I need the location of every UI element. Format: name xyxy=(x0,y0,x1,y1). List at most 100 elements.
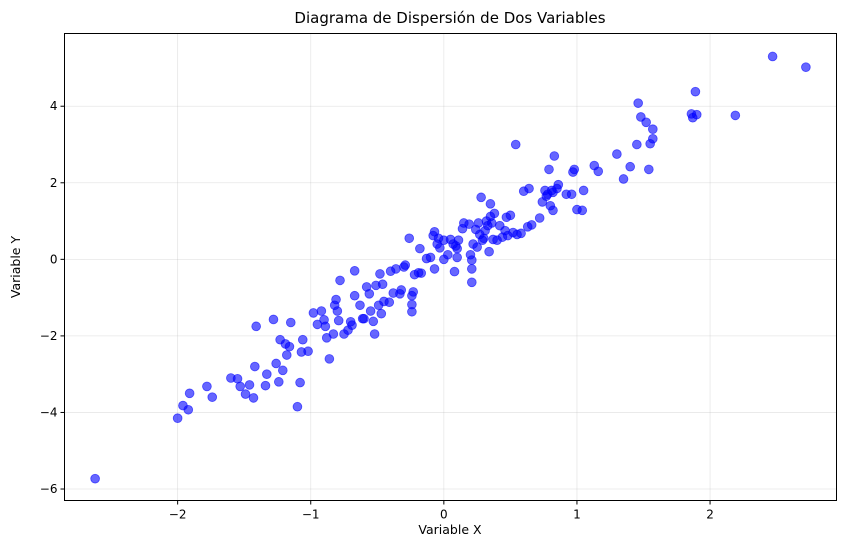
scatter-point xyxy=(308,308,319,318)
scatter-point xyxy=(577,205,588,216)
scatter-point xyxy=(273,377,284,387)
scatter-point xyxy=(612,149,622,159)
scatter-point xyxy=(328,329,339,339)
scatter-point xyxy=(324,354,335,364)
scatter-point xyxy=(284,341,295,352)
scatter-point xyxy=(416,268,427,278)
scatter-point xyxy=(332,306,343,316)
scatter-point xyxy=(349,266,360,276)
scatter-point xyxy=(633,98,643,108)
scatter-point xyxy=(376,308,387,319)
y-axis-ticks: −6 −4 −2 0 2 4 xyxy=(40,99,65,496)
scatter-point xyxy=(359,313,369,324)
scatter-point xyxy=(691,109,702,120)
scatter-point xyxy=(443,249,453,260)
scatter-point xyxy=(625,161,635,172)
scatter-point xyxy=(593,166,604,177)
scatter-point xyxy=(295,377,305,388)
scatter-point xyxy=(429,264,440,274)
scatter-point xyxy=(335,275,345,286)
scatter-point xyxy=(641,117,651,128)
scatter-point xyxy=(172,413,183,424)
scatter-point xyxy=(407,299,417,310)
scatter-point xyxy=(578,185,589,196)
scatter-point xyxy=(244,380,255,390)
scatter-point xyxy=(400,260,411,270)
scatter-point xyxy=(549,151,560,161)
x-tick-label: 0 xyxy=(440,508,448,522)
scatter-point xyxy=(453,235,464,246)
scatter-point xyxy=(466,277,477,288)
scatter-point xyxy=(303,346,313,357)
scatter-point xyxy=(449,266,460,277)
scatter-point xyxy=(262,369,272,379)
points-layer xyxy=(90,51,811,484)
scatter-point xyxy=(544,164,554,175)
scatter-point xyxy=(526,220,537,230)
scatter-point xyxy=(767,51,778,62)
scatter-point xyxy=(801,62,811,72)
y-tick-label: −4 xyxy=(40,405,58,419)
scatter-point xyxy=(516,228,526,239)
scatter-point xyxy=(730,110,741,121)
scatter-point xyxy=(435,243,445,253)
scatter-point xyxy=(404,233,415,244)
scatter-point xyxy=(331,294,341,305)
scatter-point xyxy=(648,124,658,134)
scatter-point xyxy=(524,183,534,194)
scatter-point xyxy=(355,300,365,311)
x-axis-ticks: −2 −1 0 1 2 xyxy=(169,500,714,522)
scatter-point xyxy=(271,358,281,369)
scatter-point xyxy=(292,401,303,412)
scatter-point xyxy=(184,388,195,399)
y-axis-label: Variable Y xyxy=(8,236,23,299)
scatter-point xyxy=(375,269,385,279)
scatter-point xyxy=(285,317,296,328)
scatter-point xyxy=(553,179,564,190)
scatter-point xyxy=(240,389,251,399)
y-tick-label: −2 xyxy=(40,329,58,343)
plot-frame xyxy=(64,33,837,501)
scatter-point xyxy=(277,365,288,376)
scatter-point xyxy=(202,381,212,392)
y-tick-label: 2 xyxy=(50,176,58,190)
scatter-point xyxy=(484,246,494,257)
scatter-point xyxy=(207,392,218,402)
scatter-point xyxy=(569,164,580,175)
scatter-point xyxy=(464,219,474,229)
scatter-point xyxy=(333,315,344,326)
scatter-point xyxy=(452,252,462,263)
scatter-point xyxy=(260,380,271,391)
scatter-point xyxy=(377,279,388,290)
scatter-point xyxy=(466,255,477,265)
scatter-point xyxy=(384,297,395,308)
scatter-point xyxy=(364,288,375,299)
scatter-point xyxy=(644,164,654,175)
scatter-point xyxy=(466,264,477,274)
y-tick-label: 0 xyxy=(50,252,58,266)
scatter-point xyxy=(250,361,260,372)
scatter-point xyxy=(505,210,516,221)
scatter-point xyxy=(632,139,642,150)
scatter-point xyxy=(486,218,497,228)
y-tick-label: 4 xyxy=(50,99,58,113)
scatter-point xyxy=(408,287,419,297)
scatter-point xyxy=(391,264,401,274)
scatter-point xyxy=(548,205,558,216)
scatter-point xyxy=(566,189,577,200)
scatter-point xyxy=(365,306,376,316)
scatter-point xyxy=(368,316,379,327)
grid-layer xyxy=(64,33,837,501)
x-tick-label: 2 xyxy=(706,508,714,522)
scatter-point xyxy=(347,320,357,330)
scatter-point xyxy=(316,306,327,316)
scatter-point xyxy=(690,86,701,97)
scatter-point xyxy=(248,393,259,403)
scatter-point xyxy=(476,192,486,203)
x-axis-label: Variable X xyxy=(418,522,482,537)
scatter-point xyxy=(425,252,436,263)
scatter-point xyxy=(90,473,100,484)
scatter-point xyxy=(268,314,279,325)
scatter-point xyxy=(251,321,261,332)
